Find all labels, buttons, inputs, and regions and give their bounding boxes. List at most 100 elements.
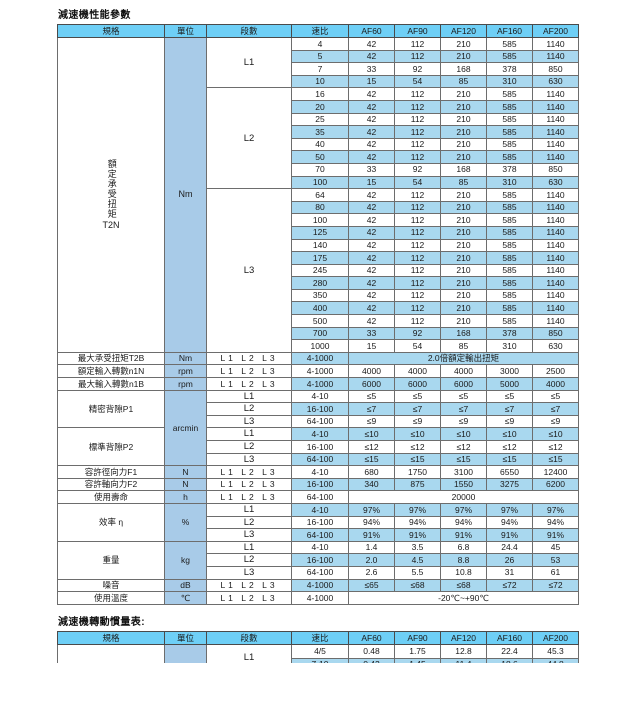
value-cell-model-0: 15 bbox=[348, 74, 395, 89]
value-cell-model-2: ≤10 bbox=[440, 427, 487, 441]
value-cell-model-0: 33 bbox=[348, 62, 395, 76]
ratio-cell: 16 bbox=[291, 87, 349, 101]
value-cell-model-4: ≤12 bbox=[532, 440, 579, 454]
header-unit: 單位 bbox=[164, 24, 207, 38]
header-model-af120: AF120 bbox=[440, 24, 487, 38]
value-cell-model-2: 210 bbox=[440, 276, 487, 290]
value-cell-model-0: 42 bbox=[348, 188, 395, 202]
value-cell-model-0: ≤12 bbox=[348, 440, 395, 454]
value-cell-model-2: ≤7 bbox=[440, 402, 487, 416]
table-row: 最大承受扭矩T2B Nm L1 L2 L3 4-1000 2.0倍額定輸出扭矩 bbox=[57, 351, 579, 366]
ratio-cell: 4-1000 bbox=[291, 364, 349, 379]
value-cell-model-2: 168 bbox=[440, 162, 487, 177]
value-cell-model-3: 94% bbox=[486, 515, 533, 530]
table-row: 使用溫度 ℃ L1 L2 L3 4-1000 -20℃~+90℃ bbox=[57, 591, 579, 605]
value-cell-model-0: 42 bbox=[348, 99, 395, 114]
header-unit: 單位 bbox=[164, 630, 207, 646]
value-cell-model-4: 4000 bbox=[532, 377, 579, 391]
header-spec: 規格 bbox=[57, 630, 165, 646]
performance-parameters-table: 規格 單位 段數 速比 AF60 AF90 AF120 AF160 AF200 … bbox=[57, 24, 579, 605]
value-cell-model-1: 3.5 bbox=[394, 540, 441, 555]
stage-cell-all: L1 L2 L3 bbox=[206, 465, 292, 479]
unit-cell: dB bbox=[164, 578, 207, 593]
value-cell-model-4: 850 bbox=[532, 326, 579, 341]
ratio-cell: 700 bbox=[291, 326, 349, 341]
value-cell-model-3: 22.4 bbox=[486, 644, 533, 659]
table-row: L2 16-100 94% 94% 94% 94% 94% bbox=[58, 515, 579, 530]
table-row: 125 42 112 210 585 1140 bbox=[58, 225, 579, 240]
value-cell-model-0: ≤15 bbox=[348, 452, 395, 467]
value-cell-model-4: 6200 bbox=[532, 477, 579, 492]
ratio-cell: 20 bbox=[291, 99, 349, 114]
header-ratio: 速比 bbox=[291, 630, 349, 646]
spec-label-vertical-text: 額定承受扭矩 bbox=[106, 159, 117, 220]
value-cell-model-3: ≤10 bbox=[486, 427, 533, 441]
value-cell-model-2: 210 bbox=[440, 213, 487, 227]
value-cell-model-0: ≤5 bbox=[348, 389, 395, 404]
ratio-cell: 140 bbox=[291, 238, 349, 253]
stage-cell-all: L1 L2 L3 bbox=[206, 477, 292, 492]
value-cell-model-1: 5.5 bbox=[394, 565, 441, 580]
spec-label-inertia: 轉動慣量J bbox=[57, 644, 165, 663]
stage-cell-l3: L3 bbox=[206, 188, 292, 353]
header-row: 規格 單位 段數 速比 AF60 AF90 AF120 AF160 AF200 bbox=[57, 24, 579, 38]
header-model-af200: AF200 bbox=[532, 630, 579, 646]
inertia-table-caption: 減速機轉動慣量表: bbox=[58, 616, 145, 628]
spec-label-backlash-1: 精密背隙P1 bbox=[57, 389, 165, 429]
header-model-af90: AF90 bbox=[394, 630, 441, 646]
ratio-cell: 1000 bbox=[291, 339, 349, 353]
value-cell-model-4: 1140 bbox=[532, 276, 579, 290]
value-cell-model-3: 585 bbox=[486, 125, 533, 139]
ratio-cell: 50 bbox=[291, 150, 349, 164]
spec-label-backlash-2: 標準背隙P2 bbox=[57, 427, 165, 467]
ratio-cell: 245 bbox=[291, 263, 349, 278]
ratio-cell: 4-10 bbox=[291, 465, 349, 479]
value-cell-model-2: 1550 bbox=[440, 477, 487, 492]
value-cell-model-0: 2.0 bbox=[348, 553, 395, 567]
value-cell-model-0: 42 bbox=[348, 301, 395, 316]
value-cell-model-4: 1140 bbox=[532, 137, 579, 152]
spec-label-tail-1: 使用溫度 bbox=[57, 591, 165, 605]
value-cell-model-1: ≤15 bbox=[394, 452, 441, 467]
ratio-cell: 4-1000 bbox=[291, 591, 349, 605]
value-cell-model-2: 10.8 bbox=[440, 565, 487, 580]
table-row: 額定輸入轉數n1N rpm L1 L2 L3 4-1000 4000 4000 4000 30… bbox=[57, 364, 579, 379]
merged-value-cell: -20℃~+90℃ bbox=[348, 591, 579, 605]
ratio-cell: 7-10 bbox=[291, 657, 349, 663]
value-cell-model-3: 6550 bbox=[486, 465, 533, 479]
value-cell-model-0: 42 bbox=[348, 276, 395, 290]
value-cell-model-2: ≤68 bbox=[440, 578, 487, 593]
ratio-cell: 400 bbox=[291, 301, 349, 316]
value-cell-model-3: 585 bbox=[486, 301, 533, 316]
header-model-af90: AF90 bbox=[394, 24, 441, 38]
table-header: 規格 單位 段數 速比 AF60 AF90 AF120 AF160 AF200 bbox=[57, 24, 579, 38]
value-cell-model-0: 0.48 bbox=[348, 644, 395, 659]
value-cell-model-2: ≤5 bbox=[440, 389, 487, 404]
value-cell-model-0: 42 bbox=[348, 112, 395, 127]
spec-label-tail-0: 噪音 bbox=[57, 578, 165, 593]
stage-cell-l2: L2 bbox=[206, 440, 292, 454]
stage-cell-l1: L1 bbox=[206, 389, 292, 404]
value-cell-model-4: 53 bbox=[532, 553, 579, 567]
value-cell-model-4: 94% bbox=[532, 515, 579, 530]
value-cell-model-3: 585 bbox=[486, 225, 533, 240]
value-cell-model-0: 0.42 bbox=[348, 657, 395, 663]
value-cell-model-3: 585 bbox=[486, 37, 533, 51]
ratio-cell: 4-10 bbox=[291, 502, 349, 517]
header-ratio: 速比 bbox=[291, 24, 349, 38]
stage-cell-all: L1 L2 L3 bbox=[206, 351, 292, 366]
stage-cell-all: L1 L2 L3 bbox=[206, 578, 292, 593]
ratio-cell: 16-100 bbox=[291, 402, 349, 416]
value-cell-model-2: 168 bbox=[440, 62, 487, 76]
value-cell-model-3: ≤7 bbox=[486, 402, 533, 416]
value-cell-model-0: 42 bbox=[348, 314, 395, 328]
value-cell-model-4: 1140 bbox=[532, 112, 579, 127]
value-cell-model-2: 210 bbox=[440, 314, 487, 328]
value-cell-model-1: 112 bbox=[394, 87, 441, 101]
spec-label-simple-2: 最大輸入轉數n1B bbox=[57, 377, 165, 391]
ratio-cell: 10 bbox=[291, 74, 349, 89]
value-cell-model-1: 112 bbox=[394, 112, 441, 127]
inertia-table-body: 轉動慣量Jkg.cm2L14/50.481.7512.822.445.37-10… bbox=[57, 644, 579, 663]
value-cell-model-3: ≤15 bbox=[486, 452, 533, 467]
value-cell-model-4: 45 bbox=[532, 540, 579, 555]
